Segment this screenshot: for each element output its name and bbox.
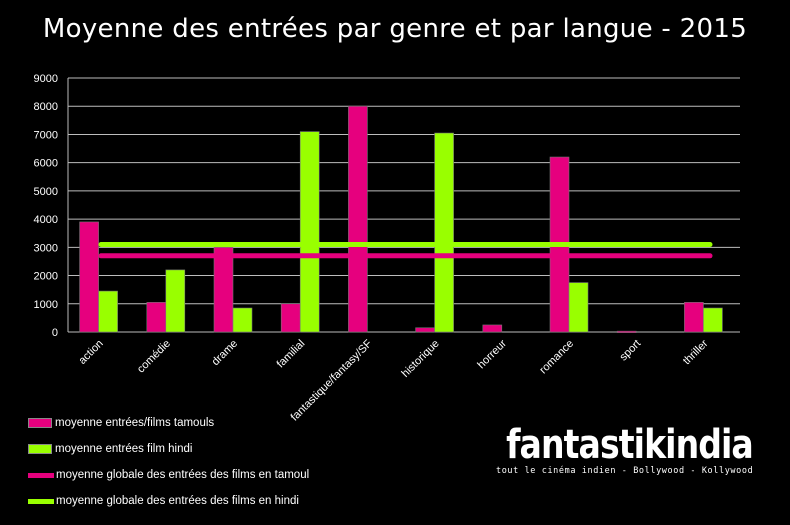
x-tick-label: drame [210, 338, 241, 369]
logo-wordmark: fantastikindia [506, 422, 754, 468]
legend-swatch-tamil-bars [28, 418, 52, 428]
legend-item-hindi-bars: moyenne entrées film hindi [28, 436, 309, 462]
bar-tamil [79, 221, 99, 333]
bar-hindi [232, 307, 253, 333]
legend: moyenne entrées/films tamouls moyenne en… [28, 410, 309, 514]
fantastikindia-logo: fantastikindia tout le cinéma indien - B… [496, 422, 754, 476]
x-tick-label: action [76, 338, 105, 367]
bar-hindi [568, 282, 589, 333]
y-tick-label: 8000 [34, 101, 58, 113]
y-tick-label: 5000 [34, 186, 58, 198]
bar-tamil [146, 302, 167, 333]
chart-title: Moyenne des entrées par genre et par lan… [42, 14, 748, 44]
bar-tamil [482, 324, 503, 333]
bar-hindi [165, 269, 186, 333]
legend-item-hindi-average: moyenne globale des entrées des films en… [28, 488, 309, 514]
bar-tamil [616, 330, 637, 333]
legend-item-tamil-bars: moyenne entrées/films tamouls [28, 410, 309, 436]
bar-tamil [348, 105, 368, 333]
y-tick-label: 9000 [34, 73, 58, 85]
x-tick-label: romance [537, 338, 576, 377]
bar-hindi [703, 307, 723, 333]
x-tick-label: familial [275, 338, 308, 371]
y-tick-label: 4000 [34, 214, 58, 226]
y-tick-label: 7000 [34, 129, 58, 141]
y-tick-label: 0 [52, 327, 58, 339]
legend-item-tamil-average: moyenne globale des entrées des films en… [28, 462, 309, 488]
legend-label-tamil-average: moyenne globale des entrées des films en… [56, 469, 310, 481]
x-tick-label: comédie [135, 338, 173, 376]
bar-tamil [684, 302, 704, 333]
legend-label-hindi-bars: moyenne entrées film hindi [55, 443, 193, 455]
legend-swatch-tamil-average [28, 472, 54, 478]
x-tick-label: historique [400, 338, 442, 380]
y-tick-label: 1000 [34, 299, 58, 311]
legend-label-tamil-bars: moyenne entrées/films tamouls [55, 417, 215, 429]
axes: 0 1000 2000 3000 4000 5000 6000 7000 8000 9000 act… [34, 73, 711, 424]
logo-tagline: tout le cinéma indien - Bollywood - Koll… [496, 466, 754, 476]
bar-hindi [98, 290, 118, 333]
x-tick-label: sport [618, 338, 644, 364]
bar-tamil [280, 303, 301, 333]
x-tick-label: thriller [681, 337, 711, 367]
y-tick-label: 2000 [34, 271, 58, 283]
bar-tamil [415, 327, 435, 333]
bar-hindi [434, 132, 454, 333]
legend-swatch-hindi-average [28, 498, 54, 504]
bar-tamil [213, 247, 234, 333]
y-tick-label: 6000 [34, 158, 58, 170]
reference-lines [98, 242, 713, 259]
legend-label-hindi-average: moyenne globale des entrées des films en… [56, 495, 299, 507]
bar-hindi [299, 131, 320, 333]
bars [79, 105, 723, 333]
legend-swatch-hindi-bars [28, 444, 52, 454]
y-tick-label: 3000 [34, 242, 58, 254]
x-tick-label: horreur [475, 337, 509, 371]
